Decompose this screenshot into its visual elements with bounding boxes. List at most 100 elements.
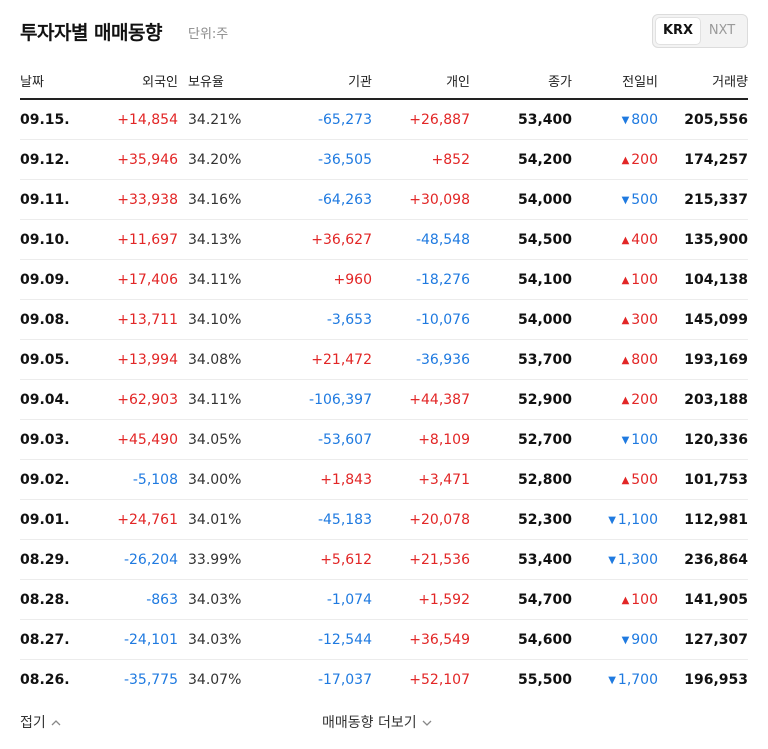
cell-change: ▼ 1,100 xyxy=(572,499,658,540)
triangle-up-icon: ▲ xyxy=(621,274,630,286)
cell-holding: 34.03% xyxy=(178,579,252,620)
cell-volume: 104,138 xyxy=(658,259,748,300)
cell-individual: -10,076 xyxy=(372,299,470,340)
change-value: 500 xyxy=(631,471,658,488)
cell-institution: +5,612 xyxy=(252,539,372,580)
triangle-up-icon: ▲ xyxy=(621,234,630,246)
cell-date: 09.15. xyxy=(20,99,82,140)
cell-volume: 193,169 xyxy=(658,339,748,380)
cell-date: 09.02. xyxy=(20,459,82,500)
cell-change: ▲ 500 xyxy=(572,459,658,500)
cell-individual: +8,109 xyxy=(372,419,470,460)
market-toggle: KRX NXT xyxy=(652,14,748,48)
panel-title: 투자자별 매매동향 xyxy=(20,22,162,44)
unit-label: 단위:주 xyxy=(188,27,229,42)
col-institution: 기관 xyxy=(252,62,372,100)
cell-individual: +36,549 xyxy=(372,619,470,660)
cell-volume: 127,307 xyxy=(658,619,748,660)
triangle-up-icon: ▲ xyxy=(621,154,630,166)
triangle-down-icon: ▼ xyxy=(608,554,616,566)
cell-close: 52,900 xyxy=(470,379,572,420)
tab-krx[interactable]: KRX xyxy=(656,18,700,44)
triangle-down-icon: ▼ xyxy=(621,114,630,126)
panel-header: 투자자별 매매동향 단위:주 KRX NXT xyxy=(20,0,748,62)
change-value: 500 xyxy=(631,191,658,208)
cell-holding: 34.01% xyxy=(178,499,252,540)
cell-foreign: +45,490 xyxy=(82,419,178,460)
cell-foreign: -863 xyxy=(82,579,178,620)
cell-foreign: +33,938 xyxy=(82,179,178,220)
cell-close: 54,000 xyxy=(470,179,572,220)
cell-date: 08.26. xyxy=(20,671,70,688)
cell-individual: -48,548 xyxy=(372,219,470,260)
cell-individual: +3,471 xyxy=(372,459,470,500)
triangle-up-icon: ▲ xyxy=(621,394,630,406)
triangle-up-icon: ▲ xyxy=(621,354,630,366)
cell-date: 09.11. xyxy=(20,179,82,220)
cell-foreign: +13,994 xyxy=(82,339,178,380)
triangle-down-icon: ▼ xyxy=(608,674,616,686)
table-row: 08.27. -24,101 34.03% -12,544 +36,549 54,600 ▼… xyxy=(20,619,748,660)
cell-institution: -36,505 xyxy=(252,139,372,180)
trading-table: 날짜 외국인 보유율 기관 개인 종가 전일비 거래량 09.15. +14,85… xyxy=(20,62,748,699)
cell-individual: +21,536 xyxy=(372,539,470,580)
cell-institution: -53,607 xyxy=(252,419,372,460)
cell-close: 54,600 xyxy=(470,619,572,660)
change-value: 300 xyxy=(631,311,658,328)
change-value: 800 xyxy=(631,111,658,128)
cell-close: 54,200 xyxy=(470,139,572,180)
cell-close: 54,100 xyxy=(470,259,572,300)
table-row: 09.05. +13,994 34.08% +21,472 -36,936 53,700 ▲… xyxy=(20,339,748,380)
more-trading-button[interactable]: 매매동향 더보기 xyxy=(322,712,433,732)
tab-nxt[interactable]: NXT xyxy=(708,23,736,38)
triangle-down-icon: ▼ xyxy=(621,194,630,206)
triangle-down-icon: ▼ xyxy=(621,634,630,646)
cell-institution: -106,397 xyxy=(252,379,372,420)
cell-individual: -36,936 xyxy=(372,339,470,380)
cell-holding: 34.08% xyxy=(178,339,252,380)
change-value: 400 xyxy=(631,231,658,248)
col-change: 전일비 xyxy=(572,62,658,100)
cell-close: 53,700 xyxy=(470,339,572,380)
cell-close: 53,400 xyxy=(470,99,572,140)
cell-holding: 34.07% xyxy=(188,671,242,688)
table-row: 09.11. +33,938 34.16% -64,263 +30,098 54,000 ▼… xyxy=(20,179,748,220)
cell-close: 53,400 xyxy=(470,539,572,580)
cell-change: ▲ 200 xyxy=(572,139,658,180)
cell-foreign: -26,204 xyxy=(82,539,178,580)
cell-change: ▼ 800 xyxy=(572,99,658,140)
cell-institution: -17,037 xyxy=(317,671,372,688)
col-foreign: 외국인 xyxy=(82,62,178,100)
change-value: 100 xyxy=(631,591,658,608)
cell-foreign: +11,697 xyxy=(82,219,178,260)
cell-individual: -18,276 xyxy=(372,259,470,300)
cell-date: 09.12. xyxy=(20,139,82,180)
cell-individual: +52,107 xyxy=(409,671,470,688)
cell-institution: +960 xyxy=(252,259,372,300)
cell-holding: 34.20% xyxy=(178,139,252,180)
cell-date: 09.04. xyxy=(20,379,82,420)
cell-change: ▼ 100 xyxy=(572,419,658,460)
cell-foreign: +35,946 xyxy=(82,139,178,180)
change-value: 100 xyxy=(631,271,658,288)
cell-foreign: -35,775 xyxy=(123,671,178,688)
cell-foreign: -5,108 xyxy=(82,459,178,500)
change-value: 900 xyxy=(631,631,658,648)
change-value: 1,300 xyxy=(617,551,658,568)
cell-date: 08.27. xyxy=(20,619,82,660)
fold-button[interactable]: 접기 xyxy=(20,712,62,732)
change-value: 200 xyxy=(631,151,658,168)
cell-volume: 196,953 xyxy=(684,671,748,688)
table-header-row: 날짜 외국인 보유율 기관 개인 종가 전일비 거래량 xyxy=(20,62,748,100)
cell-holding: 34.11% xyxy=(178,259,252,300)
col-holding: 보유율 xyxy=(178,62,252,100)
cell-date: 08.28. xyxy=(20,579,82,620)
cell-change: ▼ 1,700 xyxy=(572,660,658,700)
cell-close: 54,500 xyxy=(470,219,572,260)
cell-change: ▲ 400 xyxy=(572,219,658,260)
cell-foreign: +17,406 xyxy=(82,259,178,300)
cell-change: ▲ 100 xyxy=(572,579,658,620)
cell-foreign: +14,854 xyxy=(82,99,178,140)
col-individual: 개인 xyxy=(372,62,470,100)
table-row: 08.26. -35,775 34.07% -17,037 +52,107 55,500 ▼… xyxy=(20,660,748,700)
